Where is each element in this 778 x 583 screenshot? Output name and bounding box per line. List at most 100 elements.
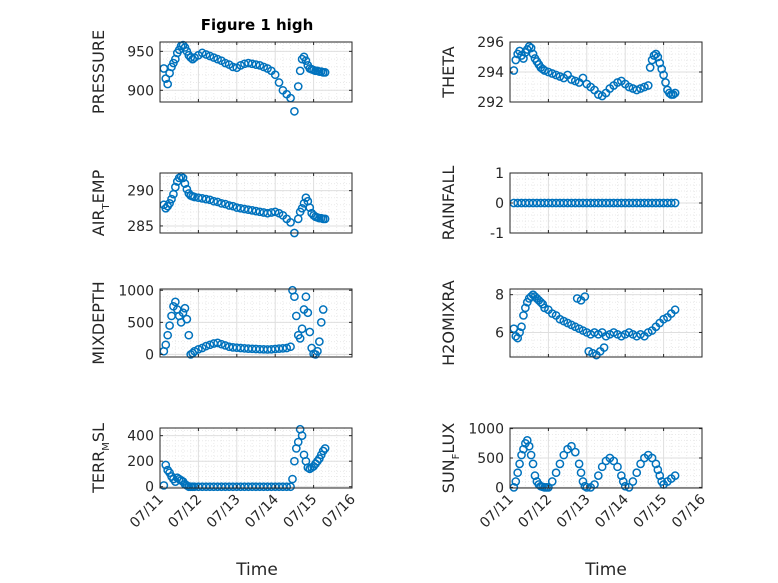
data-point: [295, 334, 305, 343]
data-point: [316, 318, 326, 327]
data-point: [290, 292, 299, 302]
data-point: [194, 344, 203, 354]
data-point: [567, 75, 576, 84]
data-point: [580, 292, 590, 301]
data-point: [640, 82, 649, 92]
data-point: [547, 69, 557, 78]
data-point: [628, 477, 638, 486]
data-point: [517, 322, 526, 332]
data-point: [509, 66, 519, 75]
data-point: [636, 84, 645, 93]
y-tick-label: 500: [477, 451, 504, 467]
y-tick-label: 8: [495, 288, 504, 304]
data-point: [567, 441, 576, 451]
data-point: [526, 292, 536, 301]
data-series: [159, 172, 330, 238]
data-point: [243, 58, 253, 68]
subplot-2: 292 294 296 THETA: [439, 35, 703, 111]
data-point: [303, 463, 313, 472]
subplot-grid: 900 950 PRESSURE 292 294 296 THETA 285 290 AIRTEM…: [89, 30, 709, 531]
data-point: [661, 78, 670, 87]
data-point: [213, 338, 222, 348]
data-point: [613, 462, 622, 472]
data-point: [178, 173, 188, 183]
x-tick-label: 07/15: [631, 492, 671, 532]
data-point: [320, 214, 330, 224]
y-tick-label: 900: [127, 83, 154, 99]
data-point: [290, 456, 299, 466]
data-point: [574, 459, 584, 469]
data-point: [524, 441, 534, 451]
y-tick-label: 400: [127, 429, 154, 445]
data-point: [163, 79, 173, 89]
data-point: [593, 471, 603, 480]
data-point: [205, 195, 215, 205]
data-point: [544, 483, 553, 492]
data-point: [167, 194, 176, 204]
data-point: [570, 76, 580, 86]
data-point: [522, 436, 532, 445]
data-point: [286, 342, 295, 352]
y-tick-label: 0: [145, 480, 154, 496]
data-point: [163, 330, 173, 340]
data-point: [171, 182, 180, 192]
data-point: [666, 198, 676, 208]
y-tick-label: 0: [495, 196, 504, 212]
y-tick-label: 294: [477, 65, 504, 81]
data-point: [228, 62, 238, 72]
data-point: [511, 477, 521, 486]
data-point: [182, 314, 192, 324]
data-point: [220, 199, 230, 209]
y-tick-label: 0: [495, 480, 504, 496]
y-tick-label: 6: [495, 325, 504, 341]
data-point: [655, 471, 665, 480]
data-point: [288, 474, 297, 484]
data-point: [524, 42, 534, 51]
data-point: [632, 85, 642, 95]
y-tick-label: 290: [127, 184, 154, 200]
data-point: [515, 459, 524, 469]
data-point: [295, 66, 305, 76]
data-point: [536, 297, 546, 307]
axes-box: [159, 288, 353, 358]
data-point: [519, 311, 528, 320]
data-point: [528, 49, 538, 59]
data-point: [318, 305, 328, 314]
data-point: [305, 203, 315, 212]
data-series: [509, 42, 680, 101]
data-point: [647, 453, 657, 463]
data-point: [293, 437, 303, 447]
data-point: [651, 459, 661, 469]
x-tick-label: 07/15: [281, 492, 321, 532]
data-series: [159, 40, 330, 116]
axes-box: [509, 288, 703, 358]
data-point: [609, 456, 619, 466]
data-series: [509, 198, 680, 208]
x-tick-label: 07/13: [554, 492, 594, 532]
data-point: [161, 460, 171, 470]
data-point: [290, 107, 299, 116]
x-tick-label: 07/16: [669, 491, 709, 531]
y-tick-label: 285: [127, 219, 154, 235]
data-point: [668, 90, 678, 99]
y-axis-label: MIXDEPTH: [89, 281, 108, 364]
y-axis-label: H2OMIXRA: [439, 280, 458, 366]
data-point: [643, 81, 653, 90]
data-point: [578, 477, 588, 486]
data-point: [282, 343, 292, 353]
data-point: [547, 477, 557, 486]
y-tick-label: 1000: [468, 422, 504, 438]
data-point: [205, 340, 215, 350]
data-point: [217, 199, 226, 208]
y-tick-label: 500: [127, 315, 154, 331]
data-point: [270, 70, 280, 80]
data-point: [274, 78, 284, 87]
x-tick-label: 07/16: [319, 491, 359, 531]
subplot-4: -1 0 1 RAINFALL: [439, 166, 703, 242]
data-point: [286, 218, 295, 227]
data-series: [509, 290, 680, 360]
data-point: [320, 68, 330, 77]
data-point: [301, 292, 311, 302]
data-point: [670, 88, 680, 98]
